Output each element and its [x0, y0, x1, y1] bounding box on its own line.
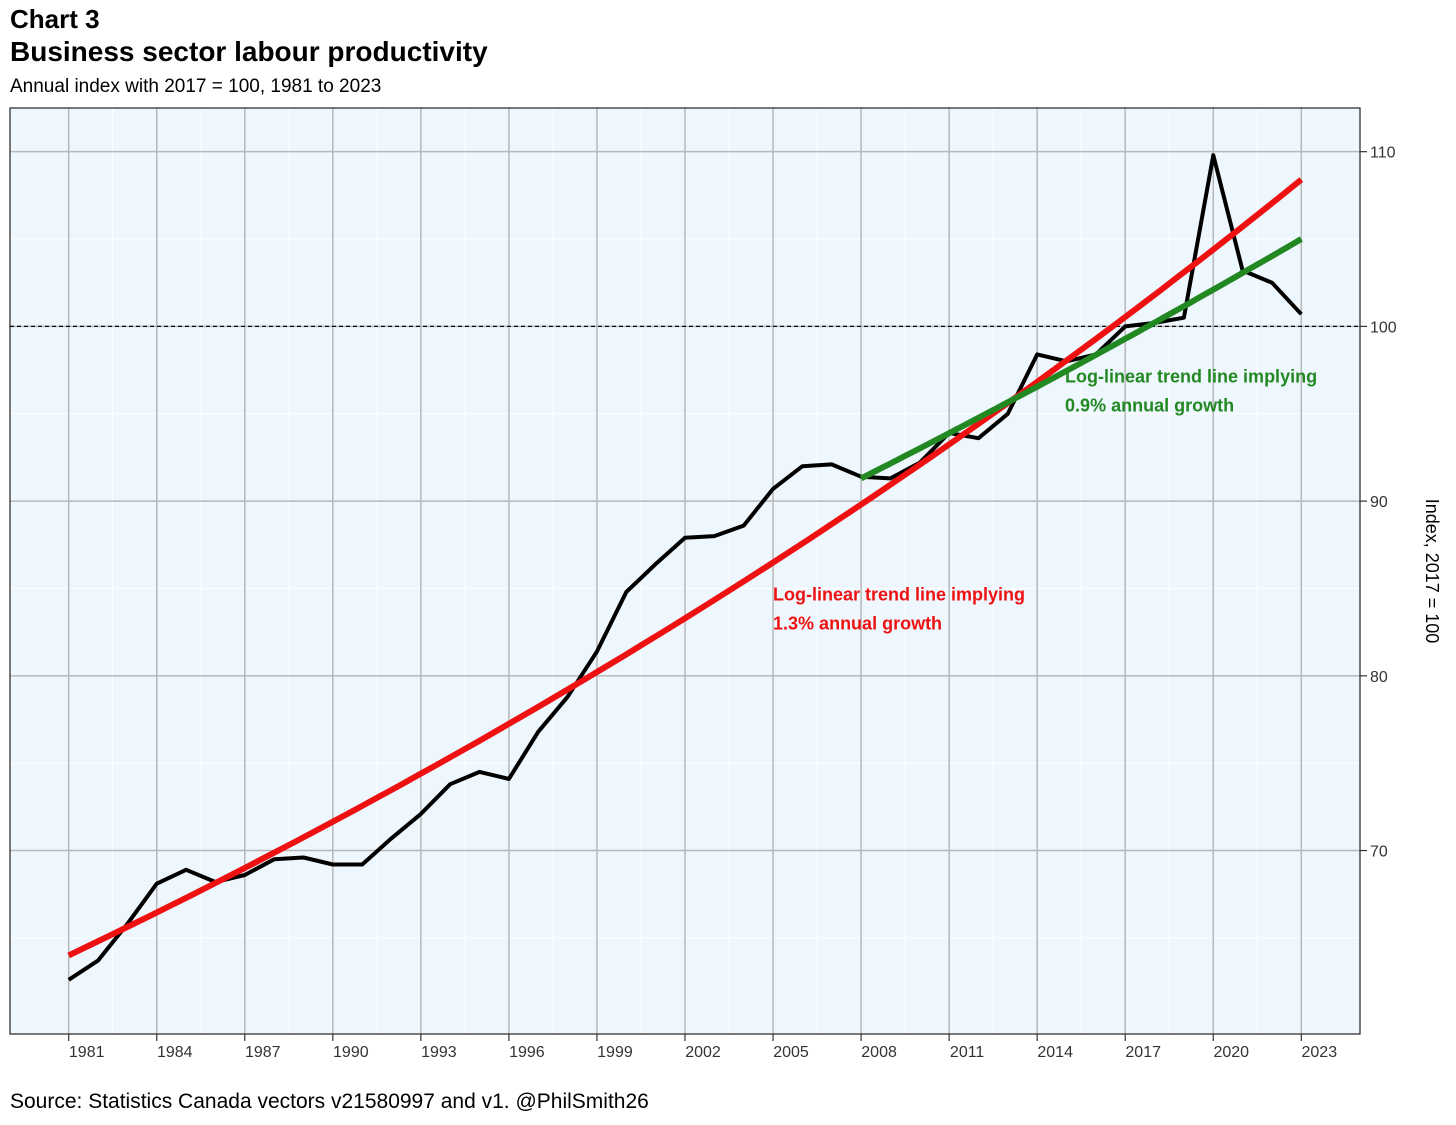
- x-tick-label: 2002: [685, 1044, 721, 1061]
- annotation-trend-1981-line2: 1.3% annual growth: [773, 614, 942, 634]
- x-tick-label: 1996: [509, 1044, 545, 1061]
- y-tick-label: 80: [1370, 669, 1388, 686]
- x-tick-label: 2008: [861, 1044, 897, 1061]
- y-axis-title: Index, 2017 = 100: [1422, 499, 1442, 644]
- x-tick-label: 1981: [69, 1044, 105, 1061]
- x-tick-label: 1993: [421, 1044, 457, 1061]
- x-tick-label: 2011: [950, 1044, 985, 1061]
- y-tick-label: 100: [1370, 319, 1397, 336]
- annotation-layer: Log-linear trend line implying 1.3% annua…: [773, 366, 1317, 633]
- annotation-trend-2008-line1: Log-linear trend line implying: [1065, 366, 1317, 386]
- x-tick-label: 2017: [1125, 1044, 1161, 1061]
- annotation-trend-2008-line2: 0.9% annual growth: [1065, 395, 1234, 415]
- x-tick-label: 2020: [1213, 1044, 1249, 1061]
- x-tick-label: 2023: [1302, 1044, 1338, 1061]
- x-tick-label: 1984: [157, 1044, 193, 1061]
- y-tick-label: 90: [1370, 494, 1388, 511]
- series-layer: [67, 153, 1304, 982]
- chart-label: Chart 3: [10, 4, 100, 34]
- x-tick-label: 2014: [1037, 1044, 1073, 1061]
- y-tick-label: 110: [1370, 145, 1396, 162]
- chart-source: Source: Statistics Canada vectors v21580…: [10, 1090, 649, 1113]
- major-gridlines: [10, 108, 1360, 1034]
- chart-title: Business sector labour productivity: [10, 36, 488, 67]
- series-line-trend-2008-2023: [859, 236, 1303, 482]
- x-tick-label: 2005: [773, 1044, 809, 1061]
- series-line-trend-1981-2023: [67, 177, 1304, 959]
- x-tick-label: 1999: [597, 1044, 633, 1061]
- y-axis: 70 80 90 100 110: [1360, 145, 1397, 861]
- chart-subtitle: Annual index with 2017 = 100, 1981 to 20…: [10, 76, 382, 97]
- minor-gridlines: [10, 108, 1360, 1034]
- x-axis: 1981 1984 1987 1990 1993 1996 1999 2002 2005 2008…: [68, 1034, 1338, 1061]
- annotation-trend-1981-line1: Log-linear trend line implying: [773, 585, 1025, 605]
- x-tick-label: 1987: [245, 1044, 281, 1061]
- y-tick-label: 70: [1370, 844, 1388, 861]
- x-tick-label: 1990: [333, 1044, 369, 1061]
